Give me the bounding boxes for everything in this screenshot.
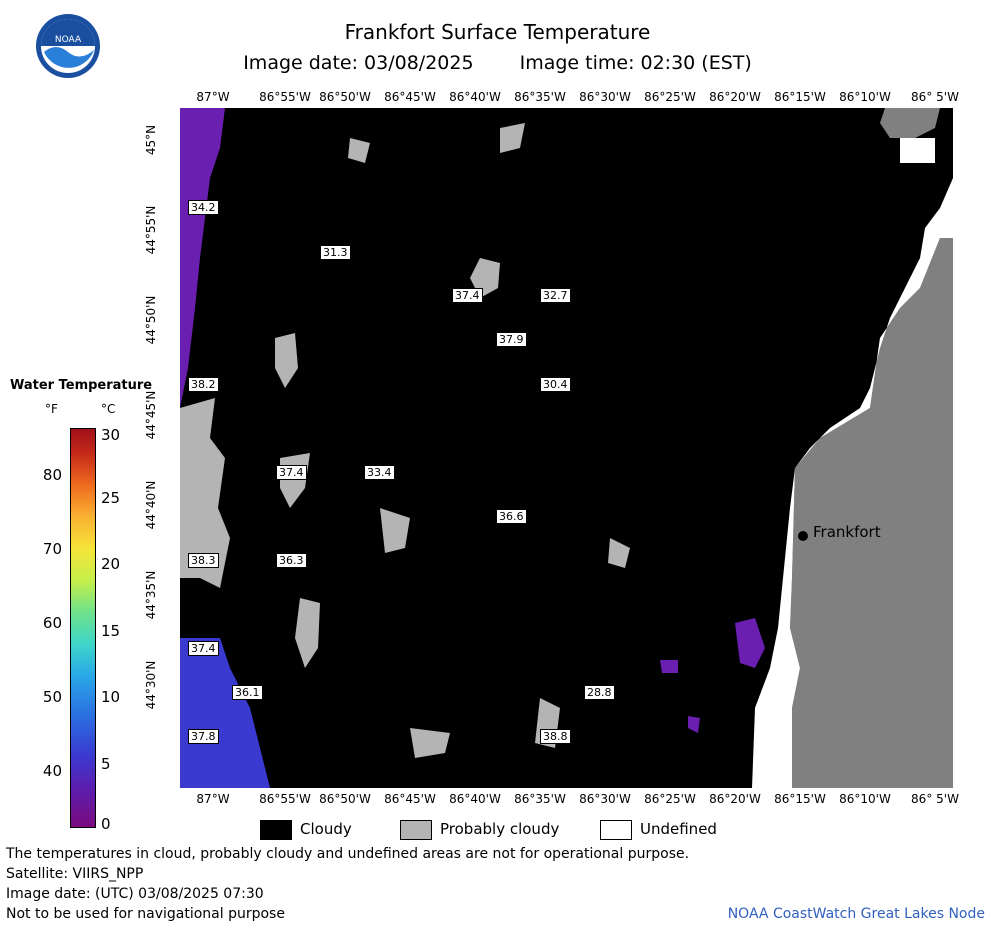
c-tick: 25 xyxy=(101,489,121,507)
footer-nav-warning: Not to be used for navigational purpose xyxy=(6,906,285,922)
subtitle-row: Image date: 03/08/2025 Image time: 02:30… xyxy=(0,52,995,74)
f-tick: 80 xyxy=(42,466,62,484)
temperature-label: 37.4 xyxy=(188,641,219,656)
lat-label: 44°45'N xyxy=(144,390,158,440)
legend-title: Water Temperature xyxy=(10,378,153,393)
image-time: Image time: 02:30 (EST) xyxy=(519,52,752,74)
land-area xyxy=(790,238,953,788)
lon-label: 86°50'W xyxy=(319,90,371,104)
lon-label: 86°30'W xyxy=(579,90,631,104)
lon-label: 86° 5'W xyxy=(911,792,959,806)
temperature-label: 36.3 xyxy=(276,553,307,568)
temperature-label: 34.2 xyxy=(188,200,219,215)
temperature-label: 38.3 xyxy=(188,553,219,568)
lon-label: 86°35'W xyxy=(514,90,566,104)
lon-label: 86°35'W xyxy=(514,792,566,806)
c-tick: 15 xyxy=(101,622,121,640)
undefined-area xyxy=(752,178,953,788)
lat-label: 44°35'N xyxy=(144,570,158,620)
temperature-label: 32.7 xyxy=(540,288,571,303)
f-tick: 60 xyxy=(42,614,62,632)
temperature-label: 37.9 xyxy=(496,332,527,347)
key-undefined-swatch xyxy=(600,820,632,840)
noaa-logo: NOAA xyxy=(36,14,100,78)
key-cloudy-label: Cloudy xyxy=(300,820,352,838)
lon-label: 86° 5'W xyxy=(911,90,959,104)
temperature-label: 38.8 xyxy=(540,729,571,744)
c-tick: 20 xyxy=(101,555,121,573)
lon-label: 86°40'W xyxy=(449,90,501,104)
temperature-label: 31.3 xyxy=(320,245,351,260)
lon-label: 86°25'W xyxy=(644,90,696,104)
lon-label: 86°20'W xyxy=(709,792,761,806)
f-tick: 70 xyxy=(42,540,62,558)
temperature-label: 30.4 xyxy=(540,377,571,392)
lon-label: 86°20'W xyxy=(709,90,761,104)
temperature-label: 28.8 xyxy=(584,685,615,700)
lat-label: 45°N xyxy=(144,124,158,156)
c-tick: 0 xyxy=(101,815,111,833)
lon-label: 86°30'W xyxy=(579,792,631,806)
unit-f: °F xyxy=(45,402,58,416)
lon-label: 86°45'W xyxy=(384,792,436,806)
temperature-label: 38.2 xyxy=(188,377,219,392)
f-tick: 50 xyxy=(42,688,62,706)
lon-label: 86°55'W xyxy=(259,792,311,806)
lon-label: 86°10'W xyxy=(839,90,891,104)
lat-label: 44°50'N xyxy=(144,295,158,345)
temperature-label: 37.8 xyxy=(188,729,219,744)
footer-note: The temperatures in cloud, probably clou… xyxy=(6,846,690,862)
lon-label: 86°15'W xyxy=(774,792,826,806)
image-date: Image date: 03/08/2025 xyxy=(243,52,474,74)
warm-water-strip xyxy=(180,108,225,408)
key-undefined-label: Undefined xyxy=(640,820,717,838)
color-scale-bar xyxy=(70,428,96,828)
temperature-label: 33.4 xyxy=(364,465,395,480)
lon-label: 86°15'W xyxy=(774,90,826,104)
c-tick: 5 xyxy=(101,755,111,773)
frankfort-marker xyxy=(798,531,808,541)
lon-label: 87°W xyxy=(196,90,230,104)
lon-label: 86°40'W xyxy=(449,792,501,806)
key-probably-cloudy-swatch xyxy=(400,820,432,840)
lon-label: 86°25'W xyxy=(644,792,696,806)
frankfort-label: Frankfort xyxy=(813,523,881,541)
temperature-label: 37.4 xyxy=(276,465,307,480)
key-cloudy-swatch xyxy=(260,820,292,840)
temperature-label: 36.6 xyxy=(496,509,527,524)
lon-label: 87°W xyxy=(196,792,230,806)
footer-satellite: Satellite: VIIRS_NPP xyxy=(6,866,144,882)
coastwatch-node: NOAA CoastWatch Great Lakes Node xyxy=(727,906,985,922)
unit-c: °C xyxy=(101,402,116,416)
lat-label: 44°55'N xyxy=(144,205,158,255)
page-title: Frankfort Surface Temperature xyxy=(344,20,651,44)
key-probably-cloudy-label: Probably cloudy xyxy=(440,820,560,838)
lat-label: 44°40'N xyxy=(144,480,158,530)
c-tick: 30 xyxy=(101,426,121,444)
f-tick: 40 xyxy=(42,762,62,780)
lon-label: 86°10'W xyxy=(839,792,891,806)
temperature-label: 37.4 xyxy=(452,288,483,303)
temperature-map[interactable]: Frankfort xyxy=(180,108,953,788)
temperature-label: 36.1 xyxy=(232,685,263,700)
footer-utc-date: Image date: (UTC) 03/08/2025 07:30 xyxy=(6,886,264,902)
svg-text:NOAA: NOAA xyxy=(55,35,82,45)
lon-label: 86°45'W xyxy=(384,90,436,104)
lon-label: 86°50'W xyxy=(319,792,371,806)
c-tick: 10 xyxy=(101,688,121,706)
lon-label: 86°55'W xyxy=(259,90,311,104)
lat-label: 44°30'N xyxy=(144,660,158,710)
